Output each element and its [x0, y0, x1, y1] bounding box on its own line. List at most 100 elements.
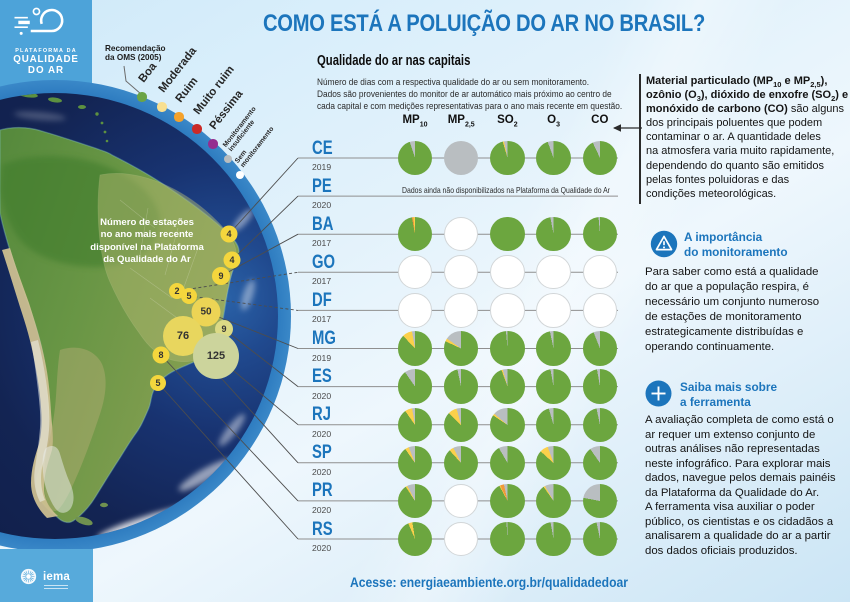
station-count-SP: 76	[177, 330, 189, 342]
state-label-CE: CE	[312, 136, 333, 159]
pie-RS-0	[397, 521, 433, 557]
section-subtext: Número de dias com a respectiva qualidad…	[317, 77, 623, 112]
station-count-RJ: 125	[207, 350, 225, 362]
pie-PR-4	[582, 483, 617, 519]
bubble-line-MG	[205, 311, 299, 349]
state-label-RS: RS	[312, 517, 333, 540]
state-borders	[119, 199, 199, 327]
year-label-MG: 2019	[312, 352, 332, 363]
tierra-del-fuego	[75, 516, 93, 526]
bubble-line-GO	[176, 271, 299, 292]
column-header-4: CO	[591, 114, 609, 126]
state-label-MG: MG	[312, 327, 336, 349]
year-label-SP: 2020	[312, 466, 332, 477]
year-label-GO: 2017	[312, 276, 332, 287]
pie-RS-3	[536, 521, 571, 557]
column-header-2: SO2	[497, 114, 518, 129]
pie-SP-4	[582, 445, 617, 480]
importancia-body: Para saber como está a qualidade do ar qu…	[645, 266, 820, 353]
legend-dot-1	[157, 102, 167, 112]
station-bubble-PR	[152, 346, 170, 364]
iema-star-icon	[20, 568, 37, 585]
column-header-1: MP2,5	[447, 114, 475, 129]
pie-DF-0	[397, 293, 433, 328]
bubble-line-BA	[220, 233, 299, 277]
pie-BA-0	[397, 217, 433, 252]
pie-MG-4	[582, 331, 617, 366]
column-header-0: MP10	[402, 114, 428, 129]
iema-logo: iema	[0, 549, 93, 602]
pie-MG-1	[444, 331, 479, 366]
pie-CE-2	[490, 140, 525, 176]
year-label-CE: 2019	[312, 162, 332, 172]
pointer-arrow	[613, 124, 642, 132]
state-label-PR: PR	[312, 479, 333, 502]
pie-RJ-4	[582, 407, 617, 442]
logo-line-2: QUALIDADE	[13, 54, 79, 65]
pie-MG-2	[490, 331, 525, 366]
station-count-CE: 4	[226, 229, 231, 239]
pie-RS-2	[490, 521, 525, 557]
station-count-BA: 9	[218, 271, 223, 281]
bubble-line-PR	[160, 354, 299, 502]
station-bubble-CE	[220, 225, 238, 243]
intro-vertical-rule	[639, 74, 641, 204]
station-count-MG: 50	[200, 307, 212, 318]
pie-ES-2	[490, 369, 525, 404]
legend-dot-6	[235, 170, 245, 180]
logo-line-3: DO AR	[27, 65, 65, 76]
pie-CE-0	[397, 140, 433, 176]
station-count-PR: 8	[158, 350, 163, 360]
pie-PR-0	[397, 483, 433, 519]
station-bubble-SP	[163, 316, 203, 356]
pie-BA-3	[536, 217, 571, 252]
iema-name: iema	[43, 571, 71, 583]
year-label-ES: 2020	[312, 390, 332, 401]
pie-CE-4	[582, 140, 617, 176]
station-count-ES: 9	[221, 324, 226, 334]
pie-RJ-2	[490, 407, 525, 442]
station-count-RS: 5	[155, 378, 160, 388]
pie-GO-1	[444, 255, 479, 290]
pie-ES-0	[397, 369, 433, 404]
state-label-PE: PE	[312, 174, 332, 197]
pie-PR-3	[536, 483, 571, 519]
legend-dot-3	[192, 124, 202, 134]
pie-DF-2	[490, 293, 525, 328]
pie-ES-4	[582, 369, 617, 404]
station-bubble-PE	[223, 251, 241, 269]
station-bubble-MG	[191, 297, 221, 327]
pie-GO-4	[582, 255, 617, 290]
page-title: COMO ESTÁ A POLUIÇÃO DO AR NO BRASIL?	[262, 10, 706, 37]
state-label-DF: DF	[312, 288, 332, 311]
pie-SP-1	[444, 445, 479, 480]
saiba-body: A avaliação completa de como está o ar re…	[645, 414, 836, 557]
bubble-line-CE	[228, 157, 299, 235]
year-label-PR: 2020	[312, 504, 332, 515]
section-heading: Qualidade do ar nas capitais	[317, 53, 471, 69]
pie-BA-1	[444, 217, 479, 252]
state-label-RJ: RJ	[312, 403, 331, 426]
legend-note: Recomendação da OMS (2005)	[105, 44, 166, 63]
year-label-DF: 2017	[312, 314, 332, 325]
pie-ES-1	[444, 369, 479, 404]
pie-RS-4	[582, 521, 617, 557]
station-count-DF: 5	[186, 291, 191, 301]
continent-group	[0, 93, 255, 539]
station-count-PE: 4	[229, 255, 234, 265]
pie-SP-3	[536, 445, 571, 480]
station-bubble-BA	[212, 267, 230, 285]
pie-RJ-1	[444, 407, 479, 442]
pie-RJ-3	[536, 407, 571, 442]
pie-BA-2	[490, 217, 525, 252]
pie-PR-1	[444, 483, 479, 519]
no-data-text: Dados ainda não disponibilizados na Plat…	[402, 184, 610, 195]
station-bubble-RJ	[193, 333, 239, 379]
platform-logo: PLATAFORMA DA QUALIDADE DO AR	[0, 0, 92, 89]
footer-link[interactable]: Acesse: energiaeambiente.org.br/qualidad…	[350, 575, 628, 590]
pie-DF-1	[444, 293, 479, 328]
pie-GO-0	[397, 255, 433, 290]
station-bubble-GO	[169, 283, 185, 299]
